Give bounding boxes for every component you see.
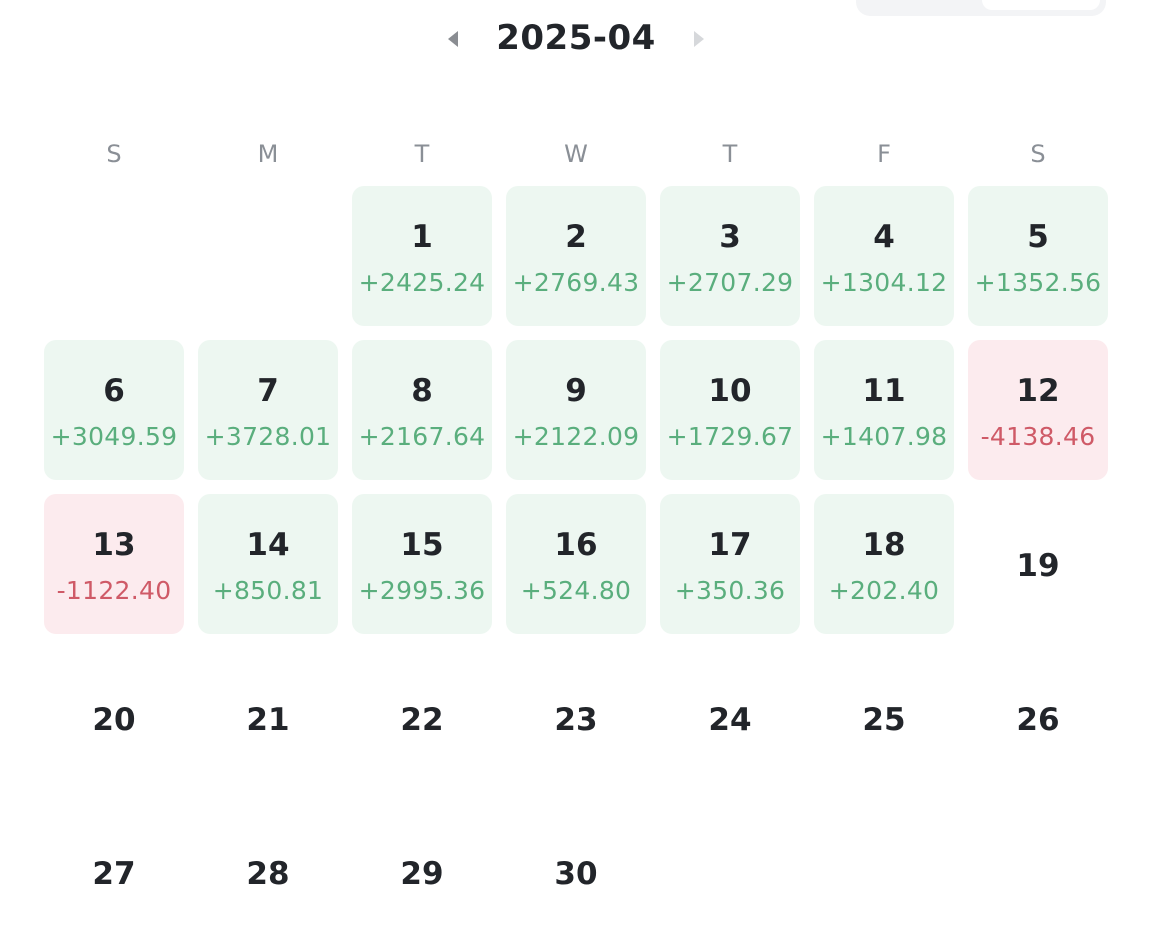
day-number: 1 (411, 219, 433, 255)
day-number: 6 (103, 373, 125, 409)
month-title: 2025-04 (496, 18, 656, 58)
day-cell[interactable]: 22 (352, 648, 492, 788)
day-pnl: +350.36 (674, 576, 786, 605)
weekday-label: S (1030, 140, 1046, 168)
day-pnl: +2707.29 (666, 268, 794, 297)
day-number: 4 (873, 219, 895, 255)
day-cell[interactable]: 10 +1729.67 (660, 340, 800, 480)
day-cell[interactable]: 5 +1352.56 (968, 186, 1108, 326)
day-number: 5 (1027, 219, 1049, 255)
day-number: 8 (411, 373, 433, 409)
prev-month[interactable] (445, 29, 461, 49)
day-number: 18 (862, 527, 906, 563)
day-cell[interactable]: 12 -4138.46 (968, 340, 1108, 480)
day-pnl: -1122.40 (56, 576, 172, 605)
weekday-label: T (722, 140, 738, 168)
day-cell[interactable]: 15 +2995.36 (352, 494, 492, 634)
day-cell[interactable]: 24 (660, 648, 800, 788)
day-number: 26 (1016, 702, 1060, 738)
day-cell[interactable]: 6 +3049.59 (44, 340, 184, 480)
day-cell[interactable]: 1 +2425.24 (352, 186, 492, 326)
day-number: 29 (400, 856, 444, 892)
weekday-label: S (106, 140, 122, 168)
day-cell[interactable]: 19 (968, 494, 1108, 634)
day-number: 17 (708, 527, 752, 563)
day-number: 27 (92, 856, 136, 892)
day-cell[interactable]: 25 (814, 648, 954, 788)
day-cell[interactable]: 27 (44, 802, 184, 942)
day-pnl: +850.81 (212, 576, 324, 605)
day-pnl: +3049.59 (50, 422, 178, 451)
toggle-knob (982, 0, 1100, 10)
day-number: 11 (862, 373, 906, 409)
day-cell[interactable]: 3 +2707.29 (660, 186, 800, 326)
day-pnl: +3728.01 (204, 422, 332, 451)
day-number: 9 (565, 373, 587, 409)
day-cell[interactable]: 11 +1407.98 (814, 340, 954, 480)
day-number: 21 (246, 702, 290, 738)
next-month[interactable] (691, 29, 707, 49)
day-pnl: +2167.64 (358, 422, 486, 451)
day-cell[interactable]: 14 +850.81 (198, 494, 338, 634)
day-number: 25 (862, 702, 906, 738)
day-cell[interactable]: 28 (198, 802, 338, 942)
day-number: 23 (554, 702, 598, 738)
day-cell[interactable]: 2 +2769.43 (506, 186, 646, 326)
day-pnl: +524.80 (520, 576, 632, 605)
day-number: 3 (719, 219, 741, 255)
day-number: 16 (554, 527, 598, 563)
day-cell[interactable]: 30 (506, 802, 646, 942)
day-cell[interactable]: 23 (506, 648, 646, 788)
day-pnl: +2425.24 (358, 268, 486, 297)
day-number: 12 (1016, 373, 1060, 409)
day-pnl: +1352.56 (974, 268, 1102, 297)
day-number: 24 (708, 702, 752, 738)
weekday-label: F (877, 140, 891, 168)
day-cell[interactable]: 9 +2122.09 (506, 340, 646, 480)
day-number: 2 (565, 219, 587, 255)
day-cell[interactable]: 16 +524.80 (506, 494, 646, 634)
day-number: 10 (708, 373, 752, 409)
day-cell[interactable]: 26 (968, 648, 1108, 788)
day-cell[interactable]: 29 (352, 802, 492, 942)
day-pnl: +1729.67 (666, 422, 794, 451)
day-cell[interactable]: 7 +3728.01 (198, 340, 338, 480)
view-toggle[interactable] (856, 0, 1106, 16)
day-number: 14 (246, 527, 290, 563)
day-number: 28 (246, 856, 290, 892)
day-pnl: +1407.98 (820, 422, 948, 451)
day-pnl: +2122.09 (512, 422, 640, 451)
weekday-label: M (257, 140, 279, 168)
day-number: 20 (92, 702, 136, 738)
day-number: 15 (400, 527, 444, 563)
day-cell[interactable]: 17 +350.36 (660, 494, 800, 634)
day-number: 7 (257, 373, 279, 409)
day-cell[interactable]: 18 +202.40 (814, 494, 954, 634)
day-cell[interactable]: 13 -1122.40 (44, 494, 184, 634)
weekday-label: T (414, 140, 430, 168)
weekday-label: W (564, 140, 588, 168)
day-number: 22 (400, 702, 444, 738)
day-cell[interactable]: 4 +1304.12 (814, 186, 954, 326)
day-cell[interactable]: 20 (44, 648, 184, 788)
day-pnl: +202.40 (828, 576, 940, 605)
day-cell[interactable]: 8 +2167.64 (352, 340, 492, 480)
day-cell[interactable]: 21 (198, 648, 338, 788)
day-pnl: +2769.43 (512, 268, 640, 297)
day-pnl: +2995.36 (358, 576, 486, 605)
day-number: 19 (1016, 548, 1060, 584)
day-number: 30 (554, 856, 598, 892)
day-pnl: -4138.46 (980, 422, 1096, 451)
day-number: 13 (92, 527, 136, 563)
day-pnl: +1304.12 (820, 268, 948, 297)
